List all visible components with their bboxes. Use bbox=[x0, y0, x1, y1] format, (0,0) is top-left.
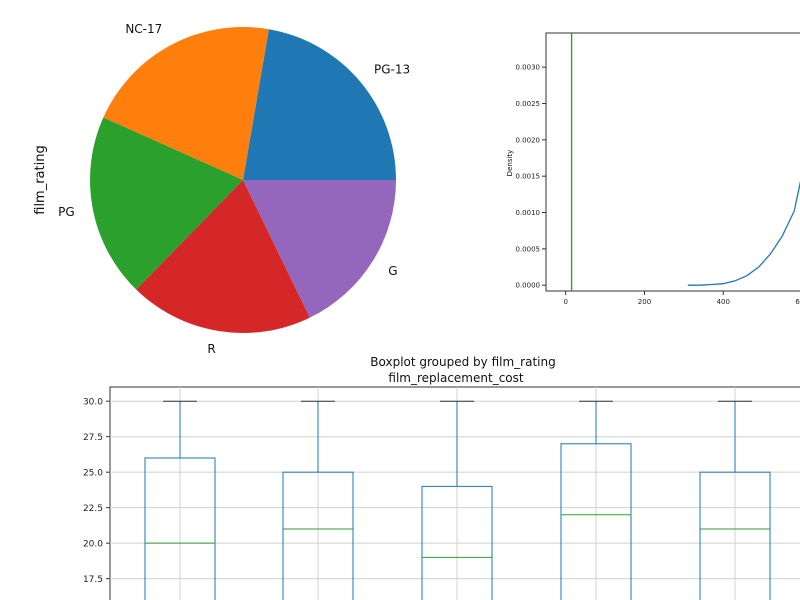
density-xtick-label: 400 bbox=[717, 298, 730, 306]
boxplot-box bbox=[421, 485, 493, 600]
boxplot-ytick-label: 20.0 bbox=[83, 540, 103, 550]
boxplot-ytick-label: 27.5 bbox=[83, 433, 103, 443]
pie-label-pg-13: PG-13 bbox=[374, 63, 410, 77]
density-curve bbox=[687, 180, 800, 286]
density-chart: Density 0.0000 0.0005 0.0010 0.0015 0.0020 0.… bbox=[506, 32, 800, 306]
boxplot-title: Boxplot grouped by film_rating bbox=[370, 355, 555, 369]
pie-chart: film_rating PG-13 NC-17 PG R G bbox=[33, 22, 410, 356]
boxplot-subtitle: film_replacement_cost bbox=[388, 371, 523, 385]
boxplot-box bbox=[560, 443, 632, 600]
boxplot-plot-frame bbox=[109, 386, 800, 600]
density-plot-frame bbox=[545, 32, 800, 292]
density-ytick-label: 0.0015 bbox=[516, 173, 541, 181]
boxplot-ytick-label: 25.0 bbox=[83, 469, 103, 479]
boxplot-ytick-label: 22.5 bbox=[83, 504, 103, 514]
pie-slice-nc-17 bbox=[103, 27, 269, 180]
pie-label-pg: PG bbox=[58, 205, 75, 219]
pie-slice-pg bbox=[90, 117, 243, 290]
boxplot-box bbox=[144, 457, 216, 600]
density-ylabel: Density bbox=[506, 150, 514, 177]
pie-ylabel: film_rating bbox=[33, 145, 48, 214]
density-ytick-label: 0.0000 bbox=[516, 282, 541, 290]
density-ytick-label: 0.0005 bbox=[516, 245, 541, 253]
density-ytick-label: 0.0010 bbox=[516, 209, 541, 217]
density-xtick-label: 600 bbox=[795, 298, 800, 306]
boxplot-box bbox=[282, 471, 354, 600]
boxplot-chart: Boxplot grouped by film_rating film_repl… bbox=[83, 355, 800, 600]
density-ytick-label: 0.0020 bbox=[516, 136, 541, 144]
pie-label-nc-17: NC-17 bbox=[125, 22, 162, 36]
pie-slice-r bbox=[136, 180, 310, 334]
density-ytick-label: 0.0025 bbox=[516, 100, 541, 108]
boxplot-ytick-label: 17.5 bbox=[83, 575, 103, 585]
pie-slice-pg-13 bbox=[243, 29, 396, 181]
boxplot-box bbox=[699, 471, 771, 600]
boxplot-ytick-label: 30.0 bbox=[83, 398, 103, 408]
density-xtick-label: 200 bbox=[638, 298, 651, 306]
pie-slice-g bbox=[243, 180, 396, 318]
pie-label-g: G bbox=[388, 264, 397, 278]
density-xtick-label: 0 bbox=[563, 298, 567, 306]
density-ytick-label: 0.0030 bbox=[516, 64, 541, 72]
pie-label-r: R bbox=[207, 342, 215, 356]
